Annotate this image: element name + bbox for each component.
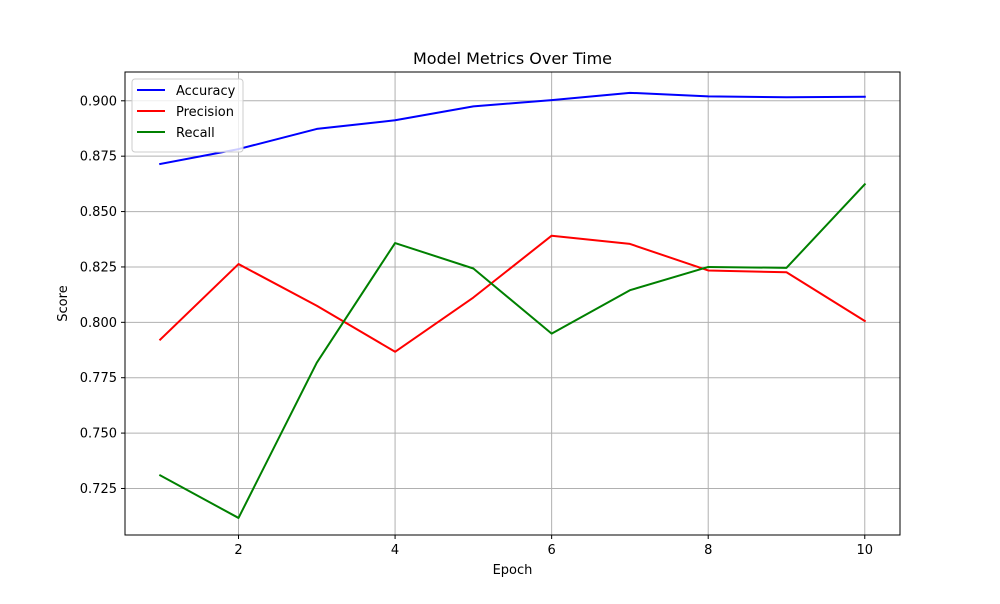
legend-label-recall: Recall	[176, 126, 215, 141]
y-tick-label: 0.900	[80, 94, 117, 109]
legend-label-precision: Precision	[176, 105, 234, 120]
y-axis-label: Score	[56, 285, 71, 321]
chart-title: Model Metrics Over Time	[413, 49, 612, 68]
plot-area-background	[125, 72, 900, 535]
y-tick-label: 0.800	[80, 316, 117, 331]
series-line-accuracy	[159, 91, 866, 166]
x-tick-label: 6	[548, 543, 556, 558]
series-line-precision	[158, 234, 867, 353]
x-tick-label: 4	[391, 543, 399, 558]
plot-area-frame	[124, 71, 901, 536]
y-tick-label: 0.850	[80, 205, 117, 220]
x-axis-label: Epoch	[493, 563, 533, 578]
axis-ticks: 2 4 6 8 10 0.725 0.750 0.775 0.800 0.825 0.850 0.87…	[80, 94, 873, 558]
series-lines	[158, 91, 867, 519]
y-tick-label: 0.750	[80, 427, 117, 442]
x-tick-label: 2	[234, 543, 242, 558]
legend: Accuracy Precision Recall	[131, 78, 244, 153]
y-tick-label: 0.725	[80, 482, 117, 497]
y-tick-label: 0.875	[80, 150, 117, 165]
x-tick-label: 10	[856, 543, 873, 558]
legend-label-accuracy: Accuracy	[176, 84, 236, 99]
series-line-recall	[158, 182, 867, 519]
y-tick-label: 0.825	[80, 260, 117, 275]
x-tick-label: 8	[704, 543, 712, 558]
legend-box	[131, 78, 244, 153]
y-tick-label: 0.775	[80, 371, 117, 386]
